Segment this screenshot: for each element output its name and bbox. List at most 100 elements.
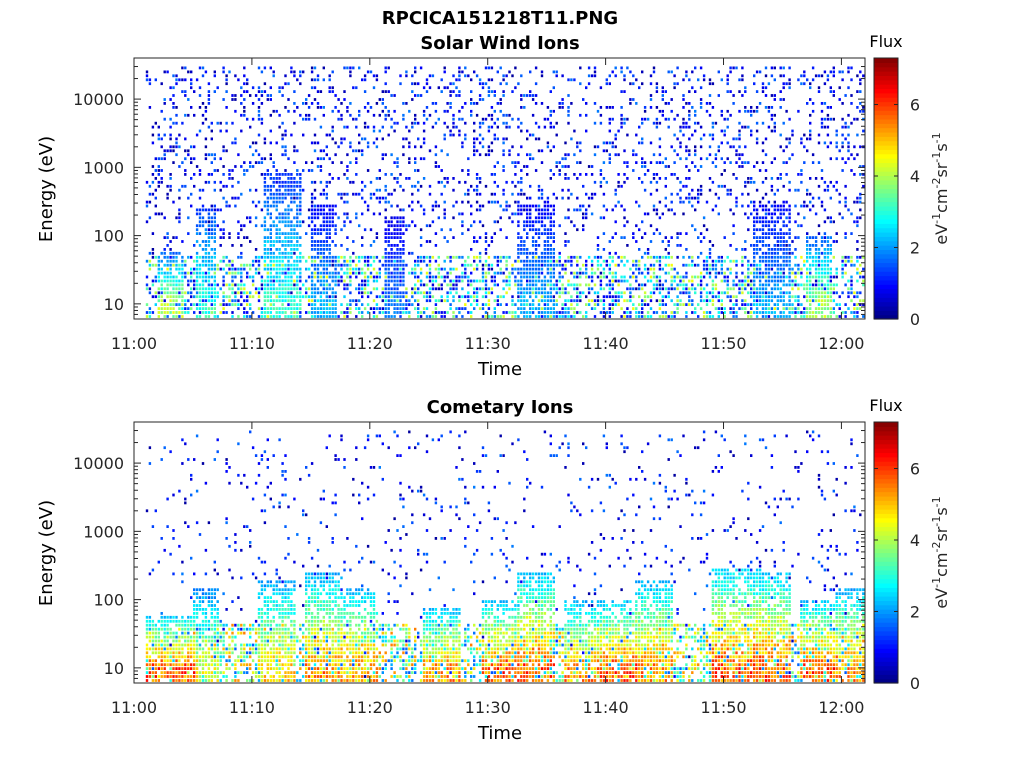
heatmap-cell [231,263,234,267]
heatmap-cell [387,236,390,239]
heatmap-cell [434,299,438,303]
heatmap-cell [478,121,482,125]
heatmap-cell [531,251,535,255]
heatmap-cell [779,279,782,283]
heatmap-cell [272,161,275,164]
heatmap-cell [210,283,213,287]
heatmap-cell [540,259,544,263]
heatmap-cell [216,291,219,295]
heatmap-cell [549,216,552,220]
heatmap-cell [661,303,664,306]
heatmap-cell [405,102,408,105]
heatmap-cell [375,275,379,279]
heatmap-cell [726,267,729,271]
heatmap-cell [546,212,550,216]
heatmap-cell [755,141,759,145]
heatmap-cell [487,200,491,204]
heatmap-cell [629,283,632,287]
heatmap-cell [361,180,364,184]
heatmap-cell [758,220,762,224]
heatmap-cell [773,311,776,314]
heatmap-cell [582,98,585,101]
heatmap-cell [375,255,379,259]
heatmap-cell [540,188,544,192]
heatmap-cell [455,78,458,82]
heatmap-cell [440,275,443,279]
heatmap-cell [443,184,446,188]
heatmap-cell [148,307,152,310]
heatmap-cell [735,259,738,263]
heatmap-cell [390,303,393,306]
heatmap-cell [711,287,715,291]
heatmap-cell [331,224,334,228]
heatmap-cell [761,271,765,275]
heatmap-cell [193,145,196,149]
heatmap-cell [313,271,317,275]
heatmap-cell [381,98,384,101]
heatmap-cell [502,94,505,97]
heatmap-cell [293,188,296,192]
heatmap-cell [263,263,267,267]
heatmap-cell [366,125,370,129]
heatmap-cell [443,70,446,74]
heatmap-cell [493,311,496,314]
heatmap-cell [166,303,169,306]
heatmap-cell [375,315,379,318]
heatmap-cell [761,287,765,291]
heatmap-cell [213,248,216,251]
heatmap-cell [770,220,774,224]
heatmap-cell [797,303,800,306]
heatmap-cell [293,263,296,267]
heatmap-cell [334,228,337,232]
heatmap-cell [499,259,502,263]
heatmap-cell [670,192,673,196]
heatmap-cell [652,255,656,259]
heatmap-cell [434,311,438,314]
heatmap-cell [806,236,809,239]
heatmap-cell [458,299,461,303]
heatmap-cell [785,248,788,251]
heatmap-cell [555,70,558,74]
heatmap-cell [688,113,691,117]
heatmap-cell [770,299,774,303]
heatmap-cell [452,295,455,299]
heatmap-cell [231,271,234,275]
heatmap-cell [449,255,452,259]
heatmap-cell [340,244,343,247]
heatmap-cell [520,271,523,275]
heatmap-cell [402,295,405,299]
heatmap-cell [481,303,485,306]
heatmap-cell [523,244,526,247]
heatmap-cell [201,255,205,259]
heatmap-cell [307,311,311,314]
heatmap-cell [673,267,676,271]
heatmap-cell [711,295,715,299]
heatmap-cell [767,248,771,251]
heatmap-cell [281,153,284,157]
heatmap-cell [537,196,541,200]
heatmap-cell [729,208,732,212]
heatmap-cell [331,216,334,220]
heatmap-cell [782,74,785,78]
heatmap-cell [664,295,667,299]
heatmap-cell [275,204,278,208]
heatmap-cell [325,283,328,287]
heatmap-cell [697,315,700,318]
heatmap-cell [534,94,538,97]
heatmap-cell [396,287,399,291]
heatmap-cell [555,121,558,125]
heatmap-cell [508,255,511,259]
heatmap-cell [313,267,317,271]
heatmap-cell [331,208,334,212]
heatmap-cell [720,299,723,303]
heatmap-cell [272,287,275,291]
heatmap-cell [717,271,720,275]
heatmap-cell [145,283,149,287]
heatmap-cell [614,279,617,283]
heatmap-cell [534,251,538,255]
heatmap-cell [278,311,281,314]
heatmap-cell [670,315,673,318]
heatmap-cell [378,271,381,275]
heatmap-cell [201,311,205,314]
heatmap-cell [355,315,358,318]
